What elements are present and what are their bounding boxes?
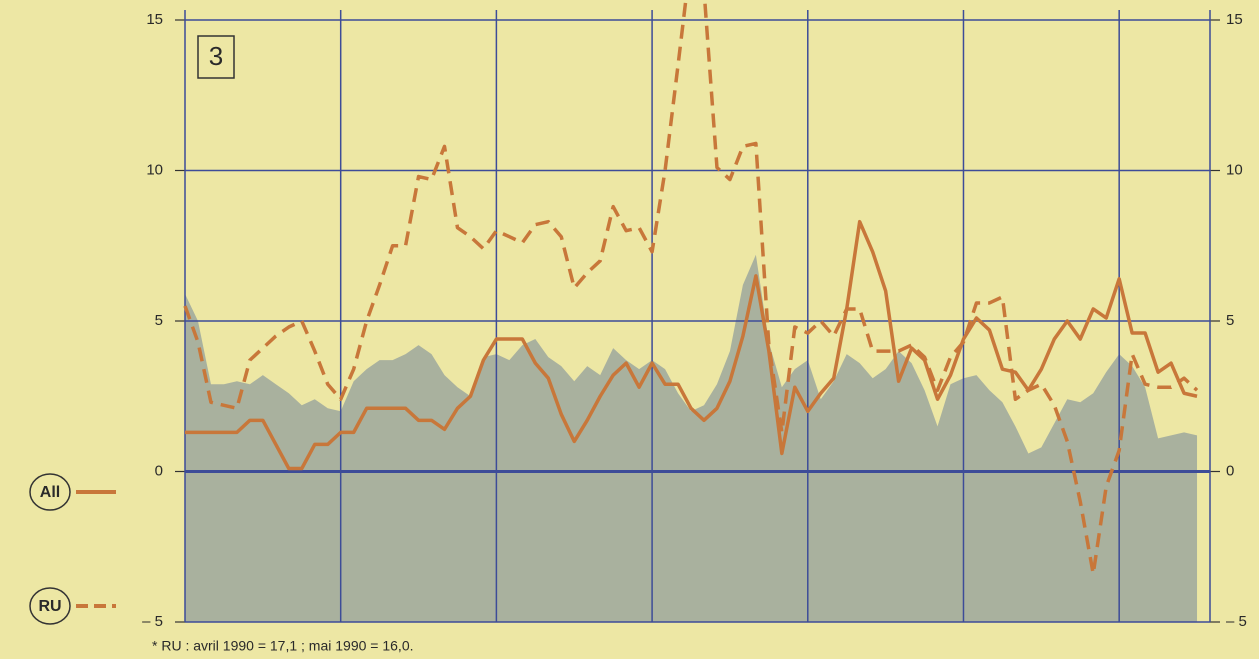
legend-label: All — [40, 484, 60, 501]
y-tick-label: 5 — [155, 312, 163, 329]
y2-tick-label: 15 — [1226, 11, 1243, 28]
y2-tick-label: 5 — [1226, 312, 1234, 329]
y-tick-label: 15 — [146, 11, 163, 28]
legend-circle — [29, 473, 71, 511]
y2-tick-label: 10 — [1226, 161, 1243, 178]
line — [183, 0, 1199, 576]
area — [185, 254, 1198, 622]
y2-tick-label: 0 — [1226, 462, 1234, 479]
box — [197, 35, 235, 79]
box-label: 3 — [209, 41, 223, 71]
legend-circle — [29, 587, 71, 625]
footnote: * RU : avril 1990 = 17,1 ; mai 1990 = 16… — [152, 638, 414, 654]
y-tick-label: – 5 — [142, 613, 163, 630]
legend-label: RU — [38, 598, 61, 615]
y2-tick-label: – 5 — [1226, 613, 1247, 630]
y-tick-label: 0 — [155, 462, 163, 479]
y-tick-label: 10 — [146, 161, 163, 178]
